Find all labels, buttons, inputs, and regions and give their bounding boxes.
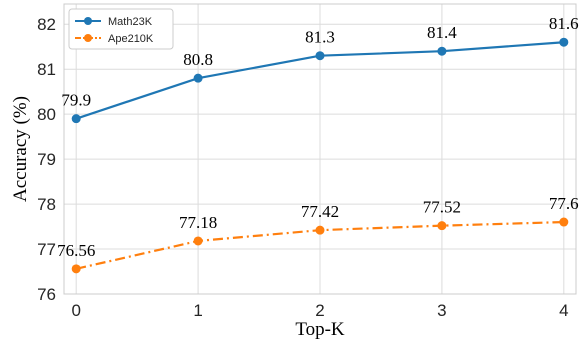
y-tick-label: 82 (37, 15, 56, 34)
data-point (437, 46, 447, 56)
y-tick-label: 77 (37, 240, 56, 259)
data-point (559, 217, 569, 227)
legend-label: Math23K (108, 16, 153, 28)
tick-labels: 0 1 2 3 4 76 77 78 79 80 81 82 (37, 15, 568, 320)
data-label: 77.42 (301, 202, 339, 221)
legend-marker (84, 34, 92, 42)
data-point (315, 51, 325, 61)
y-tick-label: 78 (37, 195, 56, 214)
legend: Math23K Ape210K (68, 8, 174, 50)
y-tick-label: 80 (37, 105, 56, 124)
data-label: 81.6 (549, 14, 579, 33)
data-point (71, 114, 81, 124)
y-tick-label: 79 (37, 150, 56, 169)
x-axis-title: Top-K (295, 319, 345, 340)
plot-frame (63, 3, 577, 295)
data-point (193, 236, 203, 246)
data-point (193, 73, 203, 83)
data-label: 77.18 (179, 213, 217, 232)
data-label: 79.9 (61, 91, 91, 110)
y-tick-label: 76 (37, 285, 56, 304)
data-label: 81.4 (427, 23, 457, 42)
x-tick-label: 0 (71, 301, 80, 320)
data-point (559, 37, 569, 47)
legend-entry: Math23K (75, 16, 153, 28)
series-math23k (71, 37, 569, 124)
legend-label: Ape210K (108, 33, 154, 45)
series-layer (71, 37, 569, 274)
x-tick-label: 4 (559, 301, 568, 320)
data-point (437, 221, 447, 231)
legend-marker (84, 17, 92, 25)
y-tick-label: 81 (37, 60, 56, 79)
data-label: 81.3 (305, 28, 335, 47)
y-axis-title: Accuracy (%) (10, 96, 31, 202)
data-label: 77.6 (549, 194, 579, 213)
data-labels: 79.9 80.8 81.3 81.4 81.6 76.56 77.18 77.42 77.52… (57, 14, 579, 260)
x-tick-label: 1 (193, 301, 202, 320)
x-tick-label: 3 (437, 301, 446, 320)
data-point (71, 264, 81, 274)
data-label: 77.52 (423, 198, 461, 217)
data-point (315, 225, 325, 235)
legend-entry: Ape210K (75, 33, 154, 45)
series-ape210k (71, 217, 569, 274)
x-tick-label: 2 (315, 301, 324, 320)
data-label: 80.8 (183, 50, 213, 69)
data-label: 76.56 (57, 241, 95, 260)
